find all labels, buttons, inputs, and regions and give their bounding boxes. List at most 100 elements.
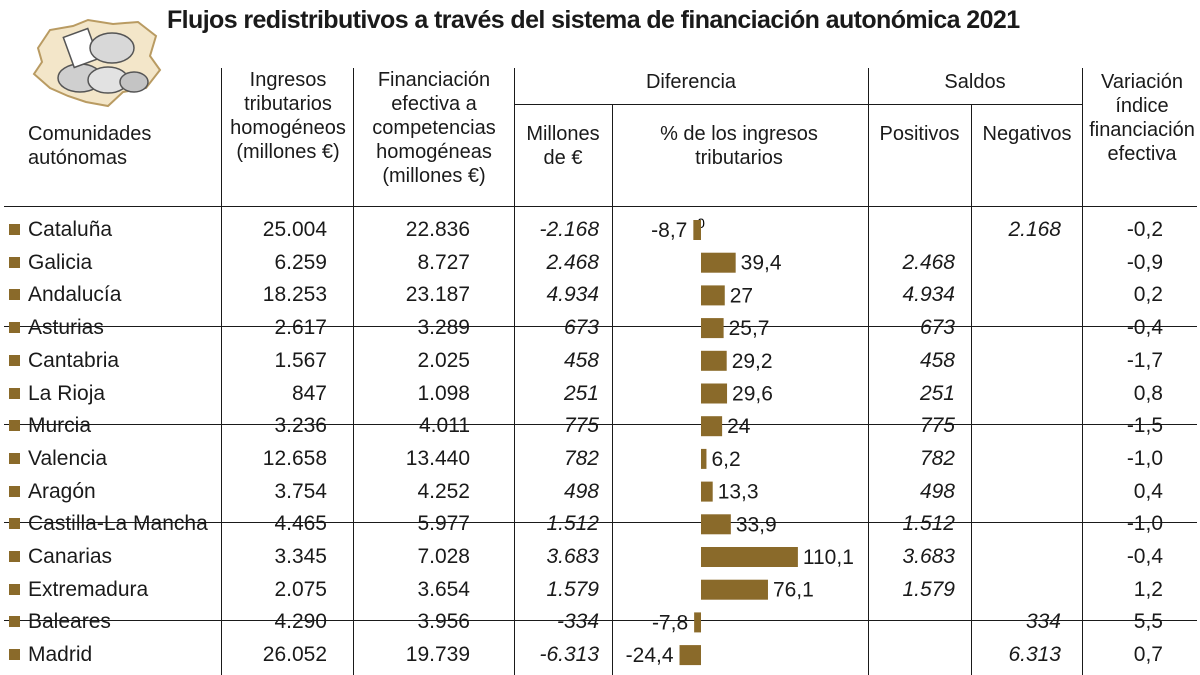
row-marker-icon [9, 388, 20, 399]
row-community: Castilla-La Mancha [28, 512, 208, 535]
row-ingresos: 4.465 [274, 512, 327, 535]
col-divider [353, 68, 354, 675]
pct-bar-label: -24,4 [626, 644, 674, 667]
row-financiacion: 1.098 [417, 382, 470, 405]
group-separator [4, 326, 1197, 327]
row-marker-icon [9, 453, 20, 464]
pct-bar-label: 24 [727, 415, 751, 438]
row-community: Cantabria [28, 349, 120, 372]
row-variacion: 5,5 [1133, 610, 1163, 633]
pct-bar-label: 29,2 [732, 350, 773, 373]
row-positivo: 1.579 [902, 578, 955, 601]
row-marker-icon [9, 551, 20, 562]
header-positivos: Positivos [879, 123, 960, 145]
pct-bar-label: 25,7 [729, 317, 770, 340]
pct-bar [701, 350, 727, 371]
row-positivo: 458 [919, 349, 955, 372]
pct-bar [701, 448, 707, 469]
row-ingresos: 4.290 [274, 610, 327, 633]
row-variacion: 1,2 [1133, 578, 1163, 601]
row-ingresos: 3.236 [274, 414, 327, 437]
pct-bar-label: 76,1 [773, 579, 814, 602]
row-financiacion: 13.440 [405, 447, 470, 470]
pct-bar-label: 33,9 [736, 513, 777, 536]
group-separator [4, 620, 1197, 621]
pct-bar [701, 416, 723, 437]
header-millones: Millones de € [526, 123, 600, 169]
pct-bar [701, 285, 725, 306]
pct-bar [679, 645, 701, 666]
row-marker-icon [9, 584, 20, 595]
row-ingresos: 18.253 [262, 283, 327, 306]
row-marker-icon [9, 420, 20, 431]
row-ingresos: 6.259 [274, 251, 327, 274]
chart-title: Flujos redistributivos a través del sist… [167, 6, 1020, 34]
pct-bar-label: 13,3 [718, 481, 759, 504]
col-divider [1082, 68, 1083, 675]
diferencia-group-rule [514, 104, 868, 105]
row-community: Valencia [28, 447, 107, 470]
row-ingresos: 2.075 [274, 578, 327, 601]
row-variacion: -1,0 [1126, 447, 1163, 470]
header-porcentaje: % de los ingresos tributarios [660, 123, 818, 169]
pct-bar [701, 547, 798, 567]
pct-bar [701, 318, 724, 339]
row-variacion: 0,8 [1133, 382, 1163, 405]
row-diferencia: 1.579 [546, 578, 599, 601]
col-divider [971, 104, 972, 675]
pct-bar [701, 514, 731, 535]
header-saldos: Saldos [944, 71, 1006, 93]
row-marker-icon [9, 616, 20, 627]
row-marker-icon [9, 518, 20, 529]
row-marker-icon [9, 649, 20, 660]
row-community: Murcia [28, 414, 92, 437]
pct-bar-label: 39,4 [741, 252, 782, 275]
col-divider [221, 68, 222, 675]
row-diferencia: -2.168 [539, 218, 599, 241]
pct-bar-label: 110,1 [803, 546, 854, 569]
row-variacion: -0,2 [1126, 218, 1163, 241]
row-diferencia: 782 [563, 447, 599, 470]
pct-bar [701, 579, 768, 600]
pct-bar [693, 220, 701, 240]
row-ingresos: 3.345 [274, 545, 327, 568]
row-marker-icon [9, 322, 20, 333]
header-ingresos: Ingresos tributarios homogéneos (millone… [230, 69, 346, 163]
pct-bar [694, 612, 701, 633]
col-divider [514, 68, 515, 675]
row-community: Aragón [28, 480, 96, 503]
row-ingresos: 12.658 [262, 447, 327, 470]
row-diferencia: 4.934 [546, 283, 599, 306]
row-diferencia: 458 [563, 349, 599, 372]
row-variacion: -1,5 [1126, 414, 1163, 437]
row-ingresos: 25.004 [262, 218, 327, 241]
row-financiacion: 7.028 [417, 545, 470, 568]
col-divider [612, 104, 613, 675]
row-community: Cataluña [28, 218, 113, 241]
row-community: Canarias [28, 545, 113, 568]
row-ingresos: 26.052 [262, 643, 327, 666]
pct-bar [701, 383, 728, 404]
row-positivo: 1.512 [902, 512, 955, 535]
row-ingresos: 2.617 [274, 316, 327, 339]
row-financiacion: 4.011 [419, 414, 470, 437]
row-financiacion: 3.289 [417, 316, 470, 339]
row-negativo: 2.168 [1008, 218, 1061, 241]
row-marker-icon [9, 224, 20, 235]
row-marker-icon [9, 486, 20, 497]
row-ingresos: 3.754 [274, 480, 327, 503]
row-variacion: -1,7 [1126, 349, 1163, 372]
row-diferencia: 251 [563, 382, 599, 405]
pct-bar [701, 481, 713, 502]
row-variacion: -0,4 [1126, 316, 1163, 339]
row-variacion: 0,4 [1133, 480, 1163, 503]
row-community: Madrid [28, 643, 93, 666]
row-ingresos: 847 [291, 382, 327, 405]
row-financiacion: 23.187 [405, 283, 470, 306]
row-positivo: 782 [919, 447, 955, 470]
header-diferencia: Diferencia [645, 71, 737, 93]
pct-bar-label: -7,8 [652, 611, 688, 634]
row-marker-icon [9, 355, 20, 366]
row-variacion: -0,4 [1126, 545, 1163, 568]
row-negativo: 334 [1025, 610, 1061, 633]
